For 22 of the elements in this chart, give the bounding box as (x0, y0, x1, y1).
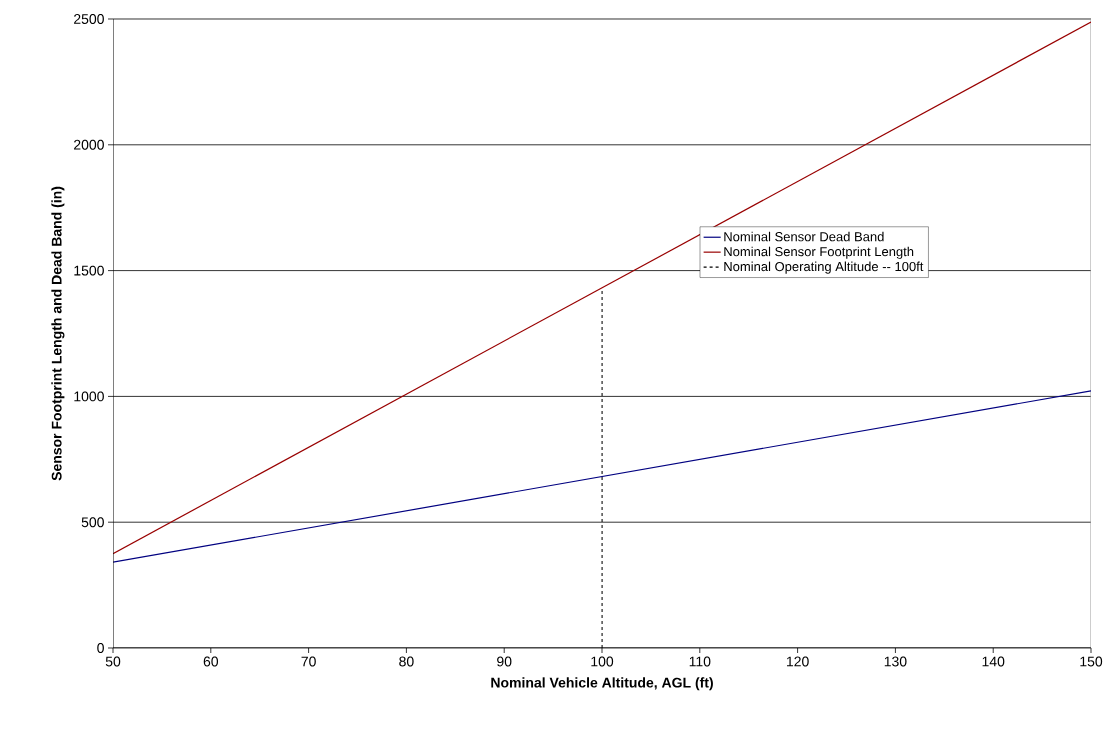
x-tick-label: 50 (105, 656, 121, 667)
x-tick-label: 60 (203, 656, 219, 667)
x-tick-label: 120 (787, 656, 809, 667)
x-tick-label: 70 (301, 656, 316, 667)
legend-label: Nominal Sensor Footprint Length (724, 246, 914, 259)
legend-label: Nominal Sensor Dead Band (724, 231, 884, 242)
y-tick-label: 500 (81, 517, 104, 528)
x-tick-label: 130 (884, 656, 907, 667)
x-tick-label: 100 (591, 656, 614, 667)
x-tick-label: 150 (1080, 656, 1103, 667)
y-tick-label: 1500 (74, 265, 104, 276)
x-axis-title: Nominal Vehicle Altitude, AGL (ft) (491, 677, 713, 691)
x-tick-label: 80 (399, 656, 414, 667)
legend-label: Nominal Operating Altitude -- 100ft (724, 261, 924, 274)
y-tick-label: 2000 (74, 139, 104, 150)
x-tick-label: 110 (689, 656, 711, 667)
y-axis-title: Sensor Footprint Length and Dead Band (in) (51, 186, 65, 481)
y-tick-label: 2500 (74, 14, 104, 24)
x-tick-label: 140 (982, 656, 1005, 667)
x-tick-label: 90 (497, 656, 512, 667)
y-tick-label: 0 (97, 643, 104, 653)
y-tick-label: 1000 (74, 391, 104, 402)
